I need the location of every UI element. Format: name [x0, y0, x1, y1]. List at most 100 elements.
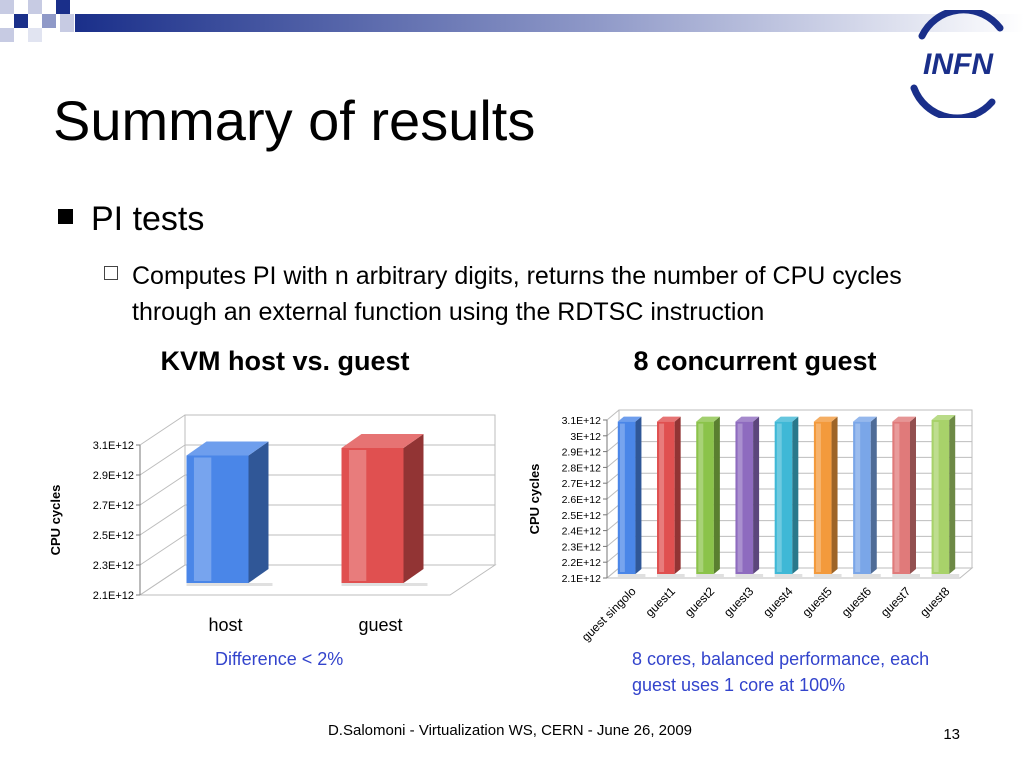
- chart2-bar-side: [909, 416, 916, 574]
- chart2-ytick-label: 2.6E+12: [562, 494, 602, 506]
- chart2-ytick-label: 3.1E+12: [562, 415, 602, 427]
- chart2-gridline: [606, 409, 972, 421]
- note-line-1: 8 cores, balanced performance, each: [632, 649, 930, 669]
- chart1-ylabel: CPU cycles: [48, 485, 63, 556]
- chart2-bar-highlight: [737, 423, 743, 572]
- chart2-bar-side: [831, 416, 838, 574]
- chart2-xtick-label: guest7: [878, 584, 914, 620]
- chart2-ytick-label: 3E+12: [570, 431, 601, 443]
- chart-8-concurrent-guest: 2.1E+12 2.2E+12 2.3E+12 2.4E+12 2.5E+12 2.6E+…: [527, 409, 974, 644]
- chart2-bar-highlight: [776, 423, 782, 572]
- chart2-ytick-label: 2.4E+12: [562, 526, 602, 538]
- chart1-bar-side: [403, 434, 424, 583]
- chart1-ytick-label: 2.9E+12: [93, 470, 134, 482]
- chart1-bar-host: [186, 455, 249, 583]
- chart2-bar-shadow: [774, 574, 803, 577]
- chart2-ytick-label: 2.3E+12: [562, 541, 602, 553]
- chart1-ytick-label: 2.3E+12: [93, 560, 134, 572]
- chart2-bar-shadow: [892, 574, 920, 577]
- square-bullet-icon: [58, 209, 73, 224]
- chart2-bar-top: [853, 416, 877, 422]
- chart1-bar-top: [186, 441, 269, 456]
- chart1-ytick-label: 3.1E+12: [93, 440, 134, 452]
- chart2-bar-side: [713, 416, 720, 574]
- chart1-ytick-label: 2.5E+12: [93, 530, 134, 542]
- slide-title: Summary of results: [53, 89, 536, 152]
- chart1-title: KVM host vs. guest: [160, 346, 410, 376]
- chart1-xtick-label: guest: [358, 615, 402, 635]
- chart2-ytick-label: 2.2E+12: [562, 557, 602, 569]
- chart1-bar-shadow: [186, 583, 273, 586]
- page-number: 13: [943, 726, 960, 743]
- chart2-bar-shadow: [931, 574, 960, 577]
- chart1-bar-shadow: [341, 583, 428, 586]
- chart1-bar-guest: [341, 448, 404, 583]
- chart1-bar-side: [248, 441, 269, 583]
- chart2-bar-guest7: [892, 421, 910, 574]
- sub-bullet: Computes PI with n arbitrary digits, ret…: [104, 258, 954, 330]
- chart2-ytick-label: 2.1E+12: [562, 573, 602, 585]
- chart2-xtick-label: guest3: [721, 584, 757, 620]
- chart2-bar-highlight: [816, 423, 821, 572]
- infn-logo: INFN: [910, 10, 1004, 118]
- chart2-xtick-label: guest2: [682, 584, 718, 620]
- chart2-bar-highlight: [659, 423, 665, 572]
- chart2-bar-shadow: [853, 574, 881, 577]
- chart2-ytick-label: 2.9E+12: [562, 447, 602, 459]
- chart2-bar-guest3: [735, 421, 754, 574]
- chart1-ytick-label: 2.1E+12: [93, 590, 134, 602]
- chart2-bar-side: [870, 416, 877, 574]
- chart2-ylabel: CPU cycles: [527, 464, 542, 535]
- chart2-ytick-label: 2.7E+12: [562, 478, 602, 490]
- chart1-gridline: [139, 414, 495, 446]
- chart2-bar-highlight: [619, 423, 625, 572]
- chart2-bar-guest4: [774, 421, 793, 574]
- chart2-xtick-label: guest5: [799, 584, 835, 620]
- chart2-bar-highlight: [855, 423, 861, 572]
- chart2-xtick-label: guest singolo: [579, 584, 639, 644]
- chart2-bar-top: [774, 416, 799, 422]
- chart1-bar-highlight: [193, 457, 212, 581]
- footer-text: D.Salomoni - Virtualization WS, CERN - J…: [327, 722, 693, 739]
- chart2-ytick-label: 2.8E+12: [562, 462, 602, 474]
- chart2-bar-guest6: [853, 421, 871, 574]
- chart2-bar-top: [735, 416, 760, 422]
- note-balanced-performance: 8 cores, balanced performance, each gues…: [632, 646, 929, 698]
- chart1-bar-highlight: [348, 450, 367, 581]
- chart2-bar-guest-singolo: [617, 421, 636, 574]
- note-difference: Difference < 2%: [215, 649, 344, 669]
- chart1-bar-top: [341, 434, 424, 448]
- chart2-bar-side: [792, 416, 799, 574]
- note-line-2: guest uses 1 core at 100%: [632, 675, 846, 695]
- bullet-pi-tests: PI tests: [58, 200, 204, 239]
- svg-text:INFN: INFN: [923, 48, 994, 81]
- chart2-bar-top: [696, 416, 720, 422]
- chart1-ytick-label: 2.7E+12: [93, 500, 134, 512]
- chart2-bar-shadow: [696, 574, 724, 577]
- chart2-bar-highlight: [894, 423, 900, 572]
- chart2-bar-shadow: [657, 574, 685, 577]
- bullet-text: PI tests: [91, 200, 205, 238]
- chart2-xtick-label: guest6: [839, 584, 875, 620]
- chart2-bar-top: [657, 416, 681, 422]
- chart2-bar-top: [931, 415, 956, 420]
- chart2-bar-guest1: [657, 421, 675, 574]
- hollow-square-bullet-icon: [104, 266, 118, 280]
- header-decoration: [0, 0, 1024, 42]
- chart2-title: 8 concurrent guest: [633, 346, 877, 376]
- chart2-bar-side: [753, 416, 760, 574]
- chart2-xtick-label: guest1: [643, 584, 679, 620]
- chart2-bar-side: [949, 415, 956, 574]
- chart2-bar-side: [674, 416, 681, 574]
- chart2-ytick-label: 2.5E+12: [562, 510, 602, 522]
- sub-bullet-text: Computes PI with n arbitrary digits, ret…: [132, 262, 902, 326]
- chart2-bar-shadow: [735, 574, 764, 577]
- chart-kvm-host-vs-guest: 2.1E+12 2.3E+12 2.5E+12 2.7E+12 2.9E+12 3.1E+…: [48, 414, 497, 635]
- chart2-bar-shadow: [813, 574, 842, 577]
- chart2-bar-top: [813, 416, 838, 422]
- chart1-xtick-label: host: [208, 615, 242, 635]
- chart2-bar-highlight: [698, 423, 704, 572]
- chart2-bar-guest8: [931, 420, 950, 574]
- chart2-bar-side: [635, 416, 642, 574]
- chart2-xtick-label: guest8: [917, 584, 953, 620]
